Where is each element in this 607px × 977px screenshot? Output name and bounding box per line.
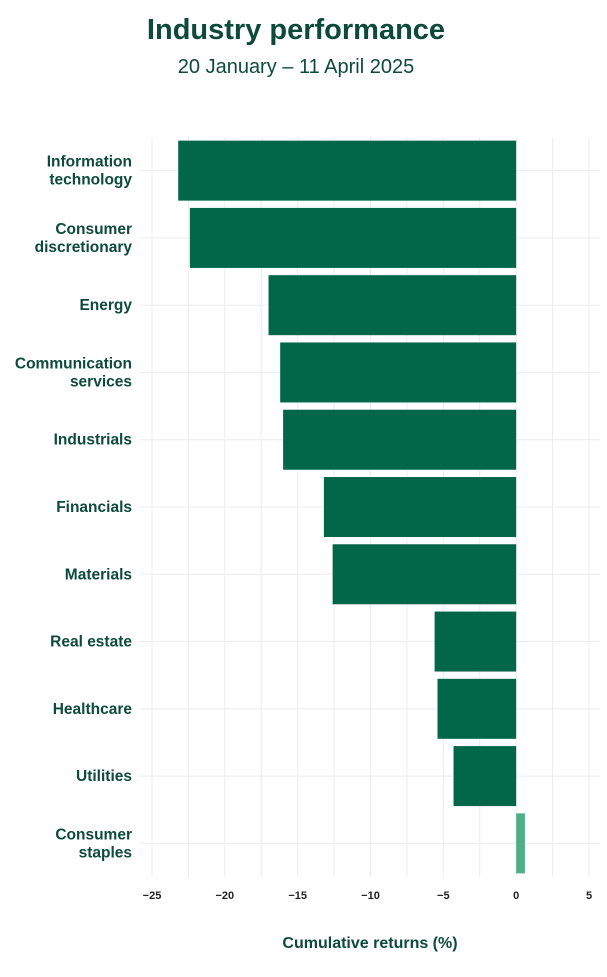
bar — [516, 813, 525, 874]
bar — [178, 140, 517, 201]
category-label: Real estate — [50, 634, 132, 651]
x-tick-label: 5 — [586, 890, 592, 902]
category-label: Healthcare — [53, 701, 133, 718]
x-axis-label: Cumulative returns (%) — [282, 935, 458, 952]
bar — [434, 611, 517, 672]
category-label: Financials — [56, 499, 132, 516]
category-label: Materials — [65, 566, 132, 583]
category-label: Utilities — [76, 768, 132, 785]
category-label: Communication services — [15, 355, 132, 390]
bar — [332, 544, 517, 605]
bar — [437, 678, 517, 739]
category-label: Consumer staples — [55, 826, 132, 861]
bar — [268, 275, 517, 336]
x-tick-label: −25 — [143, 890, 162, 902]
x-tick-label: −20 — [215, 890, 234, 902]
category-label: Energy — [79, 297, 132, 314]
category-label: Information technology — [47, 154, 133, 189]
bar — [323, 477, 517, 537]
chart-title: Industry performance — [146, 14, 446, 46]
x-tick-label: −15 — [288, 890, 307, 902]
bar — [453, 746, 517, 807]
bar — [280, 342, 517, 403]
category-label: Consumer discretionary — [35, 221, 133, 256]
x-tick-label: −10 — [361, 890, 380, 902]
bar — [283, 409, 517, 470]
category-label: Industrials — [54, 432, 132, 449]
x-tick-label: −5 — [437, 890, 450, 902]
x-tick-label: 0 — [513, 890, 519, 902]
chart-subtitle: 20 January – 11 April 2025 — [177, 56, 415, 78]
bar — [189, 207, 517, 268]
